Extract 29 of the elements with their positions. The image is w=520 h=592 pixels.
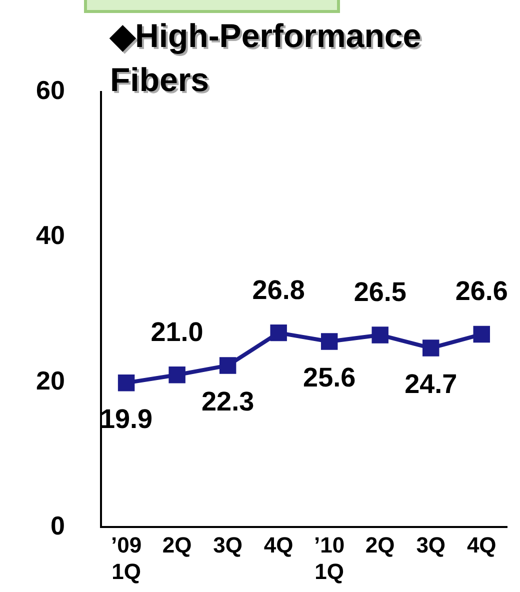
x-tick-label: 2Q (162, 532, 192, 558)
point (118, 374, 135, 392)
chart-title: ◆High-Performance Fibers (110, 16, 422, 100)
x-tick-label: 4Q (264, 532, 294, 558)
data-label: 25.6 (303, 362, 356, 392)
data-label: 26.8 (252, 274, 305, 305)
y-tick-label: 0 (50, 510, 65, 540)
point (372, 326, 388, 344)
data-label: 24.7 (404, 368, 458, 399)
point (168, 366, 186, 384)
point (219, 357, 236, 374)
data-label: 22.3 (202, 386, 254, 416)
point (422, 340, 440, 356)
x-tick-label: ’09 1Q (111, 532, 142, 584)
x-tick-label: 4Q (466, 532, 496, 558)
y-tick-label: 60 (36, 75, 65, 106)
data-label: 26.5 (354, 276, 406, 307)
data-label: 26.6 (455, 276, 508, 306)
point (270, 324, 287, 342)
y-tick-label: 20 (36, 365, 65, 396)
x-tick-label: 3Q (213, 532, 242, 558)
point (320, 333, 338, 350)
x-tick-label: 2Q (365, 532, 395, 558)
data-label: 21.0 (150, 316, 204, 347)
data-label: 19.9 (100, 404, 153, 434)
y-tick-label: 40 (36, 220, 65, 250)
x-tick-label: ’10 1Q (314, 532, 345, 584)
x-tick-label: 3Q (416, 532, 446, 558)
point (473, 326, 490, 343)
